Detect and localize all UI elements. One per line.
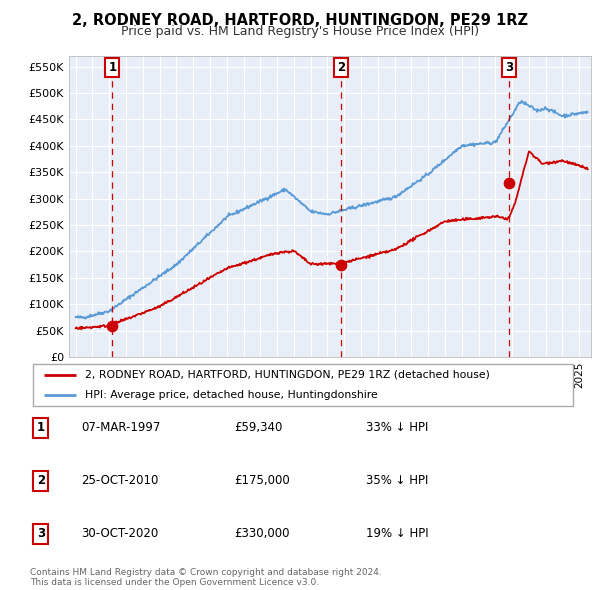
Text: 07-MAR-1997: 07-MAR-1997 — [81, 421, 160, 434]
Text: 1: 1 — [108, 61, 116, 74]
Text: 30-OCT-2020: 30-OCT-2020 — [81, 527, 158, 540]
Point — [107, 321, 117, 330]
Text: 3: 3 — [505, 61, 514, 74]
Text: Price paid vs. HM Land Registry's House Price Index (HPI): Price paid vs. HM Land Registry's House … — [121, 25, 479, 38]
Point — [505, 178, 514, 188]
Text: £175,000: £175,000 — [234, 474, 290, 487]
Text: 1: 1 — [37, 421, 45, 434]
Text: 19% ↓ HPI: 19% ↓ HPI — [366, 527, 428, 540]
Text: 25-OCT-2010: 25-OCT-2010 — [81, 474, 158, 487]
Text: Contains HM Land Registry data © Crown copyright and database right 2024.
This d: Contains HM Land Registry data © Crown c… — [30, 568, 382, 587]
Text: 33% ↓ HPI: 33% ↓ HPI — [366, 421, 428, 434]
Text: 3: 3 — [37, 527, 45, 540]
Text: 2, RODNEY ROAD, HARTFORD, HUNTINGDON, PE29 1RZ (detached house): 2, RODNEY ROAD, HARTFORD, HUNTINGDON, PE… — [85, 370, 490, 380]
Text: £59,340: £59,340 — [234, 421, 283, 434]
Text: HPI: Average price, detached house, Huntingdonshire: HPI: Average price, detached house, Hunt… — [85, 390, 377, 399]
Point — [336, 260, 346, 269]
Text: 35% ↓ HPI: 35% ↓ HPI — [366, 474, 428, 487]
Text: 2, RODNEY ROAD, HARTFORD, HUNTINGDON, PE29 1RZ: 2, RODNEY ROAD, HARTFORD, HUNTINGDON, PE… — [72, 13, 528, 28]
Text: £330,000: £330,000 — [234, 527, 290, 540]
Text: 2: 2 — [37, 474, 45, 487]
FancyBboxPatch shape — [33, 364, 573, 406]
Text: 2: 2 — [337, 61, 345, 74]
